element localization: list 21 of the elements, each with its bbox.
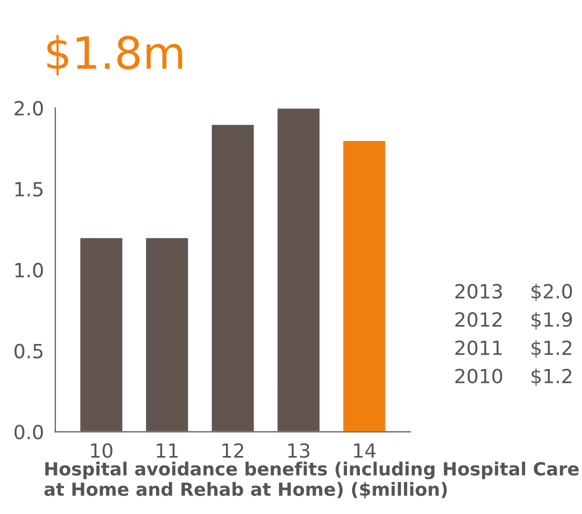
chart-title: $1.8m (47, 35, 182, 76)
x-tick-label: 11 (156, 443, 178, 458)
x-tick-label: 12 (222, 443, 244, 458)
y-tick-label: 0.0 (14, 424, 43, 440)
bar (276, 108, 321, 432)
y-tick-label: 1.5 (15, 182, 42, 197)
y-tick-label: 2.0 (14, 100, 43, 116)
x-tick-label: 13 (288, 443, 310, 458)
text: 2012 $1.9 (455, 312, 572, 330)
x-tick-label: 14 (354, 443, 376, 458)
text: 2013 $2.0 (455, 284, 572, 302)
y-tick-label: 1.0 (15, 262, 43, 278)
bar (342, 140, 387, 432)
bar (210, 123, 256, 432)
x-axis-title: Hospital avoidance benefits (including Hospital Care at Home and Rehab at Home) ($million) (44, 462, 579, 498)
text: 2010 $1.2 (455, 368, 572, 386)
x-tick-label: 10 (91, 443, 112, 458)
y-tick-label: 0.5 (14, 344, 42, 358)
bar (78, 236, 124, 432)
text: 2011 $1.2 (455, 340, 572, 358)
bar (144, 236, 190, 432)
